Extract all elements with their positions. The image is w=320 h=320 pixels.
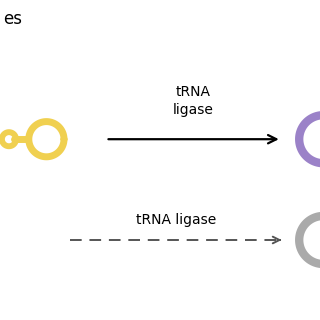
Text: tRNA
ligase: tRNA ligase (173, 85, 214, 117)
Text: tRNA ligase: tRNA ligase (136, 213, 216, 227)
Text: es: es (3, 10, 22, 28)
